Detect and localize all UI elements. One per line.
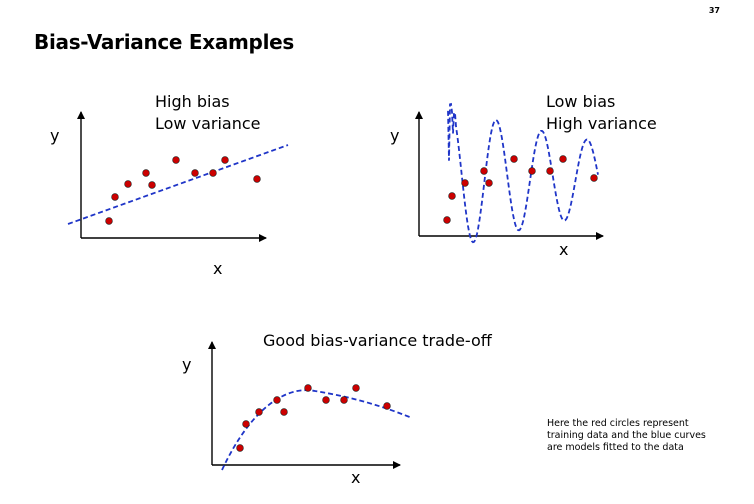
training-point xyxy=(340,396,348,404)
fitted-curve-overfit xyxy=(447,102,599,244)
training-point xyxy=(546,167,554,175)
training-point xyxy=(172,156,180,164)
training-point xyxy=(105,217,113,225)
plot-balanced-label: Good bias-variance trade-off xyxy=(263,330,492,352)
training-point xyxy=(352,384,360,392)
training-point xyxy=(559,155,567,163)
plot-overfit-x-label: x xyxy=(559,240,569,259)
training-point xyxy=(221,156,229,164)
plot-balanced-label-line: Good bias-variance trade-off xyxy=(263,331,492,350)
plot-overfit-label-line: High variance xyxy=(546,113,657,133)
plot-underfit-label: High bias Low variance xyxy=(155,91,260,134)
training-point xyxy=(461,179,469,187)
plot-balanced-x-label: x xyxy=(351,468,361,487)
fitted-curve-balanced xyxy=(221,389,413,471)
caption-line: training data and the blue curves xyxy=(547,430,706,442)
plot-overfit-y-label: y xyxy=(390,126,400,145)
training-point xyxy=(485,179,493,187)
training-point xyxy=(590,174,598,182)
training-point xyxy=(510,155,518,163)
training-point xyxy=(304,384,312,392)
plot-overfit-label-line: Low bias xyxy=(546,92,616,111)
training-point xyxy=(273,396,281,404)
training-point xyxy=(236,444,244,452)
training-point xyxy=(148,181,156,189)
training-point xyxy=(209,169,217,177)
training-point xyxy=(142,169,150,177)
training-point xyxy=(253,175,261,183)
caption-line: Here the red circles represent xyxy=(547,418,689,429)
plot-overfit-label: Low bias High variance xyxy=(546,91,657,134)
fitted-curve-underfit xyxy=(67,144,289,225)
training-point xyxy=(443,216,451,224)
training-point xyxy=(124,180,132,188)
plot-underfit-label-line: High bias xyxy=(155,92,230,111)
training-point xyxy=(111,193,119,201)
plot-underfit-x-label: x xyxy=(213,259,223,278)
slide-number: 37 xyxy=(708,6,720,15)
caption-line: are models fitted to the data xyxy=(547,442,684,454)
slide-title: Bias-Variance Examples xyxy=(34,30,295,54)
training-point xyxy=(191,169,199,177)
plot-underfit-label-line: Low variance xyxy=(155,113,261,133)
plot-underfit-y-label: y xyxy=(50,126,60,145)
training-point xyxy=(528,167,536,175)
training-point xyxy=(255,408,263,416)
caption-note: Here the red circles represent training … xyxy=(547,418,717,454)
training-point xyxy=(383,402,391,410)
training-point xyxy=(280,408,288,416)
plot-balanced-y-label: y xyxy=(182,355,192,374)
training-point xyxy=(448,192,456,200)
training-point xyxy=(480,167,488,175)
training-point xyxy=(242,420,250,428)
training-point xyxy=(322,396,330,404)
